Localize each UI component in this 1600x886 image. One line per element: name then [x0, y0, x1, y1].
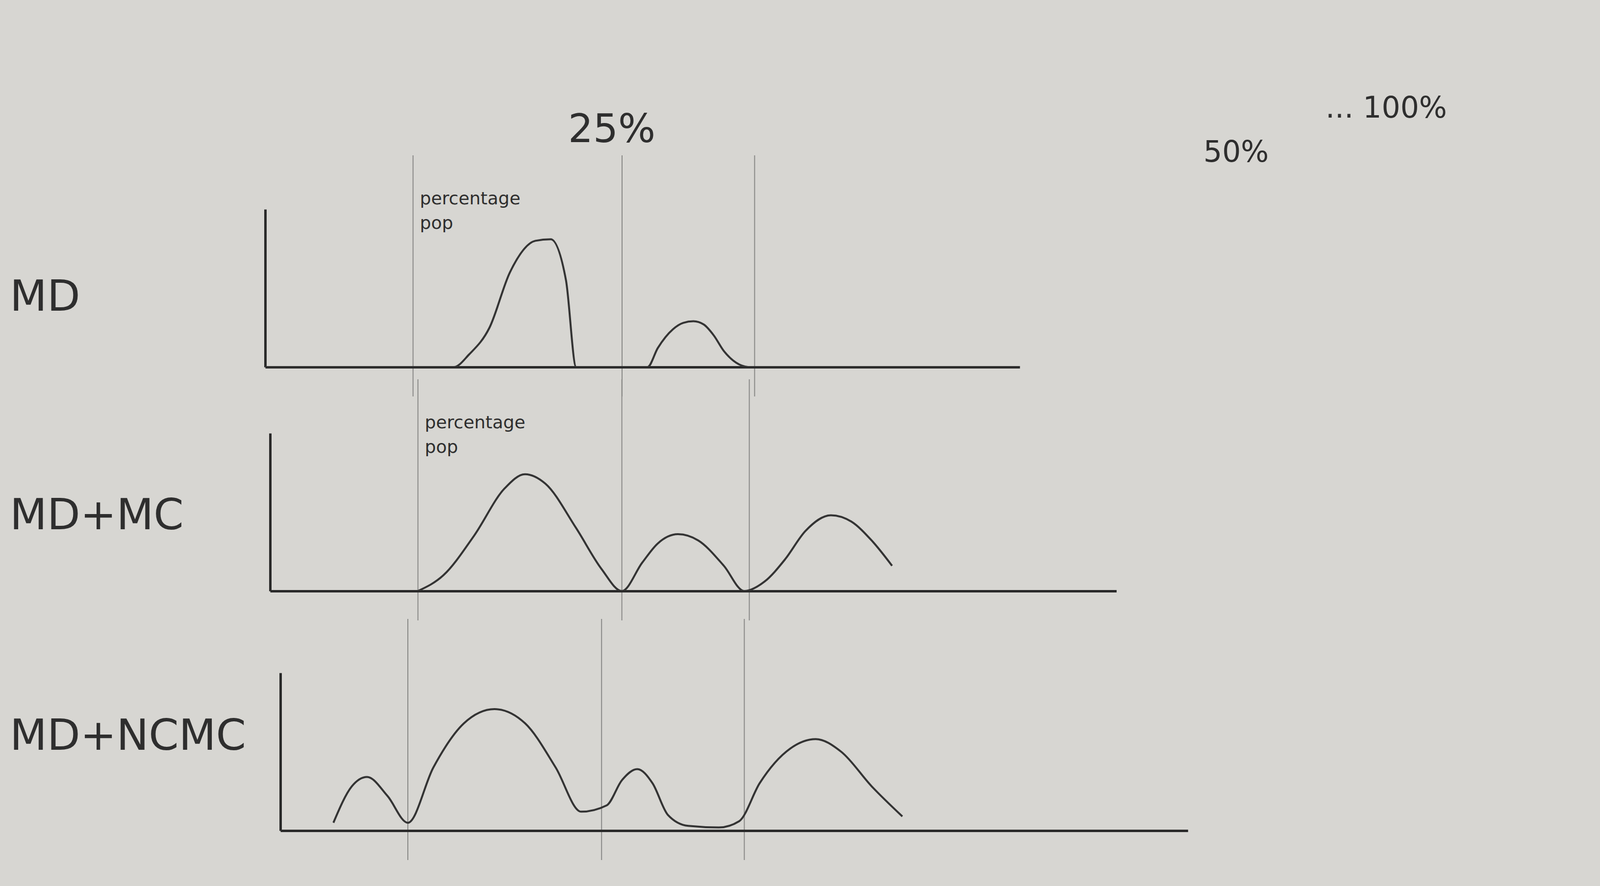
chart: MD+MC percentagepop: [9, 379, 1117, 621]
divider-line: [753, 155, 755, 397]
chart-title: MD+MC: [9, 489, 184, 540]
y-axis-label: percentagepop: [425, 412, 526, 457]
chart-title: MD: [9, 270, 81, 322]
axis-line: [264, 209, 267, 368]
data-line: [333, 709, 903, 828]
divider-line: [749, 379, 750, 621]
chart: MD percentagepop 25% 50% ... 100%: [9, 90, 1448, 397]
y-axis: [265, 209, 266, 368]
divider-line: [621, 155, 623, 397]
canvas: MD percentagepop 25% 50% ... 100% MD+MC percen…: [0, 0, 1600, 886]
axis-line: [269, 433, 272, 592]
axis-line: [280, 829, 1189, 833]
x-axis: [270, 591, 1117, 592]
y-axis-label: percentagepop: [420, 188, 521, 233]
plot-area: [265, 239, 1020, 368]
divider-line: [412, 155, 414, 397]
plot-area: [418, 474, 893, 592]
y-axis: [270, 433, 271, 592]
y-axis: [280, 673, 281, 832]
divider-line: [600, 619, 602, 861]
divider-line: [743, 619, 745, 861]
axis-line: [270, 590, 1117, 593]
divider-line: [407, 619, 409, 861]
annotation: 25%: [568, 105, 656, 152]
plot-area: [333, 709, 903, 828]
divider-line: [621, 379, 623, 621]
chart-title: MD+NCMC: [9, 709, 247, 761]
x-axis: [265, 367, 1021, 368]
x-axis: [280, 830, 1189, 832]
chart: MD+NCMC: [9, 619, 1189, 861]
annotation: ... 100%: [1325, 90, 1448, 125]
data-line: [418, 474, 893, 592]
axis-line: [279, 673, 282, 832]
divider-line: [417, 379, 419, 621]
annotation: 50%: [1203, 134, 1269, 169]
background: [0, 0, 1600, 886]
data-line: [265, 239, 1020, 368]
